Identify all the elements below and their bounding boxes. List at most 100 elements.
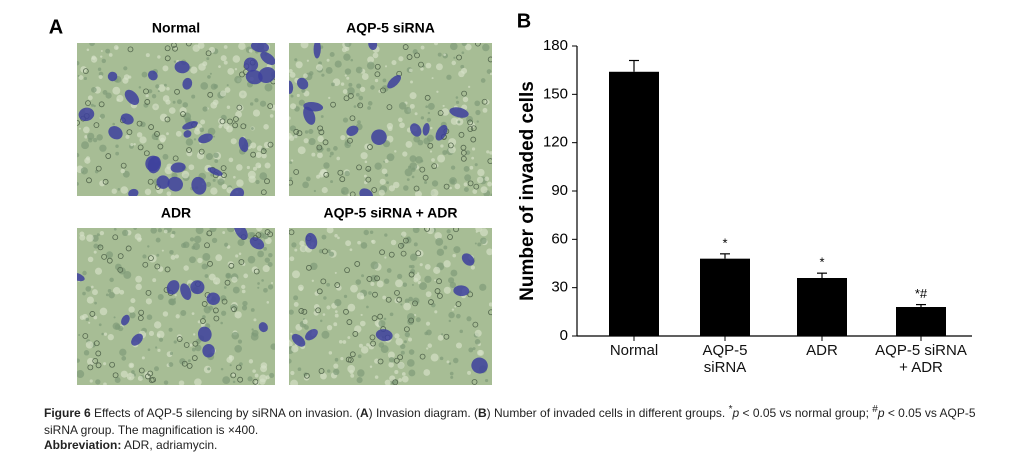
- texture: [358, 343, 363, 348]
- texture: [92, 137, 98, 143]
- y-tick-label: 150: [543, 85, 568, 102]
- pore: [164, 116, 171, 123]
- texture: [431, 77, 434, 80]
- texture: [172, 100, 176, 104]
- texture: [302, 319, 308, 325]
- texture: [379, 178, 386, 185]
- texture: [326, 305, 331, 310]
- cell: [120, 113, 134, 125]
- pore: [374, 275, 380, 282]
- texture: [360, 313, 363, 317]
- texture: [295, 61, 303, 69]
- texture: [467, 370, 472, 375]
- pore: [372, 291, 378, 298]
- texture: [92, 289, 98, 296]
- texture: [384, 173, 389, 177]
- cell: [260, 51, 275, 65]
- texture: [112, 86, 121, 95]
- texture: [455, 100, 460, 104]
- texture: [435, 63, 443, 71]
- texture: [305, 176, 311, 182]
- texture: [156, 253, 160, 257]
- texture: [223, 45, 228, 49]
- texture: [474, 100, 481, 107]
- texture: [126, 372, 135, 381]
- texture: [168, 327, 173, 332]
- texture: [474, 163, 478, 167]
- pore: [349, 115, 356, 122]
- texture: [425, 321, 431, 326]
- texture: [308, 71, 314, 76]
- texture: [328, 251, 335, 257]
- texture: [195, 228, 204, 235]
- texture: [334, 357, 339, 362]
- texture: [419, 282, 428, 291]
- texture: [86, 357, 95, 366]
- texture: [145, 94, 149, 98]
- pore: [370, 340, 376, 347]
- texture: [466, 316, 472, 322]
- cell: [410, 123, 422, 137]
- texture: [138, 86, 142, 89]
- texture: [234, 344, 242, 353]
- texture: [248, 359, 254, 364]
- texture: [83, 350, 90, 356]
- texture: [129, 376, 132, 379]
- texture: [420, 67, 424, 71]
- texture: [264, 257, 271, 263]
- texture: [443, 260, 451, 268]
- texture: [199, 127, 205, 133]
- cell: [375, 329, 393, 342]
- image-title: Normal: [152, 20, 200, 36]
- texture: [368, 291, 372, 295]
- pore: [467, 180, 474, 187]
- cell: [190, 280, 205, 295]
- texture: [255, 152, 262, 158]
- texture: [139, 237, 142, 241]
- texture: [107, 288, 112, 293]
- cell: [435, 124, 448, 141]
- cell: [249, 237, 265, 250]
- texture: [475, 109, 481, 116]
- cell: [387, 75, 402, 89]
- pore: [379, 249, 385, 256]
- cell: [371, 129, 387, 145]
- texture: [301, 88, 306, 93]
- significance-label: *: [819, 255, 824, 270]
- texture: [455, 313, 461, 319]
- texture: [347, 336, 351, 340]
- pore: [233, 116, 239, 123]
- texture: [163, 83, 167, 87]
- texture: [461, 51, 465, 55]
- pore: [237, 376, 244, 383]
- x-tick-label: ADR: [806, 342, 838, 359]
- texture: [340, 134, 346, 141]
- pore: [183, 342, 190, 348]
- texture: [129, 312, 136, 319]
- texture: [486, 69, 492, 75]
- texture: [166, 132, 169, 136]
- texture: [293, 295, 299, 301]
- cell: [359, 188, 373, 196]
- texture: [430, 353, 439, 362]
- pore: [386, 104, 393, 111]
- pore: [347, 137, 353, 144]
- texture: [214, 159, 219, 163]
- texture: [229, 364, 232, 367]
- texture: [403, 340, 407, 344]
- y-tick-label: 180: [543, 37, 568, 54]
- texture: [453, 56, 456, 59]
- texture: [479, 283, 487, 291]
- bar: [609, 71, 659, 337]
- texture: [78, 75, 84, 80]
- texture: [212, 277, 221, 285]
- panel-label: A: [49, 16, 63, 38]
- texture: [135, 275, 143, 283]
- pore: [428, 299, 434, 305]
- texture: [115, 151, 120, 156]
- texture: [147, 245, 150, 248]
- texture: [250, 308, 255, 312]
- pore: [424, 94, 431, 101]
- texture: [117, 188, 121, 191]
- texture: [321, 187, 328, 194]
